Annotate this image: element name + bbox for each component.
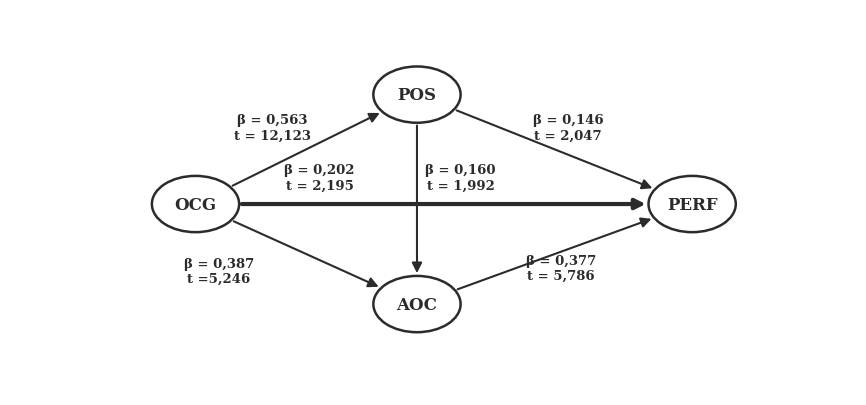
Text: β = 0,563
t = 12,123: β = 0,563 t = 12,123 [234,114,311,142]
Ellipse shape [373,67,461,124]
Text: PERF: PERF [667,196,717,213]
Text: β = 0,160
t = 1,992: β = 0,160 t = 1,992 [425,164,496,192]
Text: β = 0,146
t = 2,047: β = 0,146 t = 2,047 [533,114,604,142]
Text: AOC: AOC [397,296,437,313]
Text: β = 0,202
t = 2,195: β = 0,202 t = 2,195 [284,164,355,192]
Ellipse shape [152,177,239,232]
Ellipse shape [649,177,736,232]
Text: POS: POS [397,87,436,104]
Ellipse shape [373,276,461,333]
Text: β = 0,377
t = 5,786: β = 0,377 t = 5,786 [527,254,597,282]
Text: OCG: OCG [174,196,216,213]
Text: β = 0,387
t =5,246: β = 0,387 t =5,246 [184,258,254,286]
